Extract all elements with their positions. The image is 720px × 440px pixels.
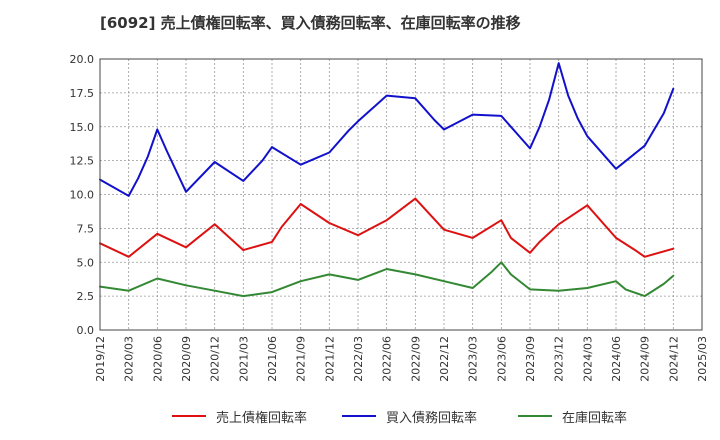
y-tick-label: 2.5 <box>77 290 95 303</box>
x-tick-label: 2020/12 <box>209 336 222 382</box>
legend-label: 在庫回転率 <box>562 410 628 426</box>
series-lines <box>99 62 675 298</box>
x-tick-label: 2019/12 <box>94 336 107 382</box>
series-line-3 <box>99 261 675 298</box>
x-tick-label: 2021/12 <box>323 336 336 382</box>
legend-swatch <box>342 415 376 417</box>
x-tick-label: 2021/03 <box>237 336 250 382</box>
legend-item-3: 在庫回転率 <box>518 404 627 428</box>
legend-item-1: 売上債権回転率 <box>172 404 307 428</box>
x-tick-label: 2023/06 <box>495 336 508 382</box>
x-tick-label: 2022/12 <box>438 336 451 382</box>
legend-label: 買入債務回転率 <box>386 410 478 426</box>
legend-item-2: 買入債務回転率 <box>342 404 477 428</box>
y-tick-label: 7.5 <box>77 222 95 235</box>
y-tick-label: 0.0 <box>77 324 95 337</box>
x-tick-label: 2025/03 <box>696 336 709 382</box>
x-tick-label: 2022/03 <box>352 336 365 382</box>
legend-swatch <box>518 415 552 417</box>
y-tick-label: 15.0 <box>70 121 95 134</box>
series-line-1 <box>99 197 675 258</box>
plot-frame <box>99 58 703 331</box>
x-tick-label: 2023/09 <box>524 336 537 382</box>
y-tick-label: 10.0 <box>70 189 95 202</box>
x-axis-tick-labels: 2019/12 2020/03 2020/06 2020/09 2020/12 2021/… <box>94 336 709 382</box>
x-tick-label: 2024/03 <box>581 336 594 382</box>
legend: 売上債権回転率 買入債務回転率 在庫回転率 <box>0 404 720 428</box>
legend-swatch <box>172 415 206 417</box>
chart-title: [6092] 売上債権回転率、買入債務回転率、在庫回転率の推移 <box>100 14 521 32</box>
x-tick-label: 2020/09 <box>180 336 193 382</box>
x-tick-label: 2020/03 <box>123 336 136 382</box>
y-tick-label: 12.5 <box>70 155 95 168</box>
x-tick-label: 2022/09 <box>409 336 422 382</box>
x-tick-label: 2023/12 <box>553 336 566 382</box>
y-tick-label: 5.0 <box>77 256 95 269</box>
x-tick-label: 2024/09 <box>639 336 652 382</box>
x-tick-label: 2022/06 <box>381 336 394 382</box>
x-tick-label: 2021/06 <box>266 336 279 382</box>
y-tick-label: 20.0 <box>70 53 95 66</box>
x-tick-label: 2024/06 <box>610 336 623 382</box>
x-tick-label: 2024/12 <box>667 336 680 382</box>
y-axis-tick-labels: 0.0 2.5 5.0 7.5 10.0 12.5 15.0 17.5 20.0 <box>70 53 95 337</box>
x-tick-label: 2020/06 <box>151 336 164 382</box>
legend-label: 売上債権回転率 <box>216 410 308 426</box>
series-line-2 <box>99 62 675 197</box>
x-tick-label: 2023/03 <box>467 336 480 382</box>
y-tick-label: 17.5 <box>70 87 95 100</box>
x-tick-label: 2021/09 <box>295 336 308 382</box>
